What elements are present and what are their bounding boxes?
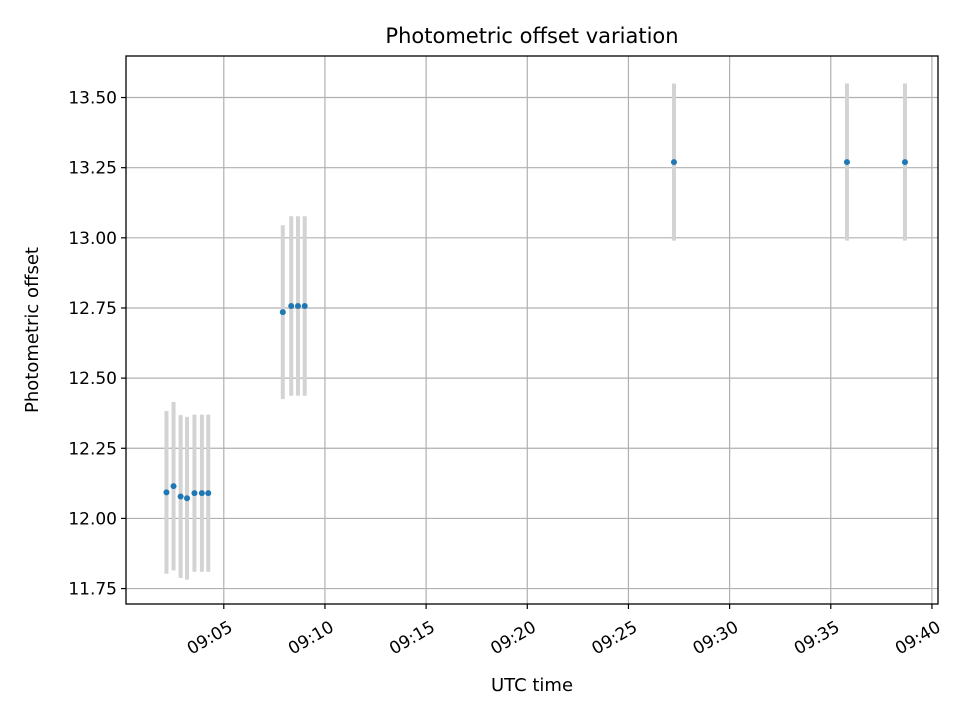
chart-title: Photometric offset variation: [385, 24, 678, 48]
y-tick-label: 12.50: [68, 369, 117, 389]
x-tick-label: 09:40: [892, 617, 944, 659]
x-tick-label: 09:25: [589, 617, 641, 659]
x-tick-label: 09:30: [690, 617, 742, 659]
y-tick-label: 13.25: [68, 159, 117, 179]
x-tick-label: 09:10: [285, 617, 337, 659]
y-tick-label: 12.75: [68, 299, 117, 319]
data-point: [177, 493, 184, 500]
data-point: [205, 490, 212, 497]
data-point: [198, 490, 205, 497]
data-point: [843, 159, 850, 166]
y-axis: 11.75 12.00 12.25 12.50 12.75 13.00 13.25 13.50: [68, 89, 126, 600]
y-tick-label: 12.00: [68, 509, 117, 529]
x-tick-label: 09:05: [184, 617, 236, 659]
data-point: [288, 303, 295, 310]
data-point: [901, 159, 908, 166]
data-points: [163, 159, 908, 502]
x-tick-label: 09:20: [487, 617, 539, 659]
y-tick-label: 13.00: [68, 229, 117, 249]
y-tick-label: 13.50: [68, 89, 117, 109]
y-tick-label: 11.75: [68, 580, 117, 600]
data-point: [163, 489, 170, 496]
data-point: [170, 483, 177, 490]
data-point: [184, 495, 191, 502]
data-point: [294, 303, 301, 310]
grid: [126, 56, 938, 604]
data-point: [279, 309, 286, 316]
error-bars: [164, 83, 907, 580]
x-tick-label: 09:15: [386, 617, 438, 659]
x-tick-label: 09:35: [791, 617, 843, 659]
y-axis-label: Photometric offset: [22, 247, 43, 413]
plot-frame: [125, 55, 939, 605]
data-point: [301, 303, 308, 310]
data-point: [670, 159, 677, 166]
x-axis: 09:05 09:10 09:15 09:20 09:25 09:30 09:35 09:40: [184, 604, 944, 659]
data-point: [191, 490, 198, 497]
y-tick-label: 12.25: [68, 439, 117, 459]
x-axis-label: UTC time: [491, 675, 573, 696]
